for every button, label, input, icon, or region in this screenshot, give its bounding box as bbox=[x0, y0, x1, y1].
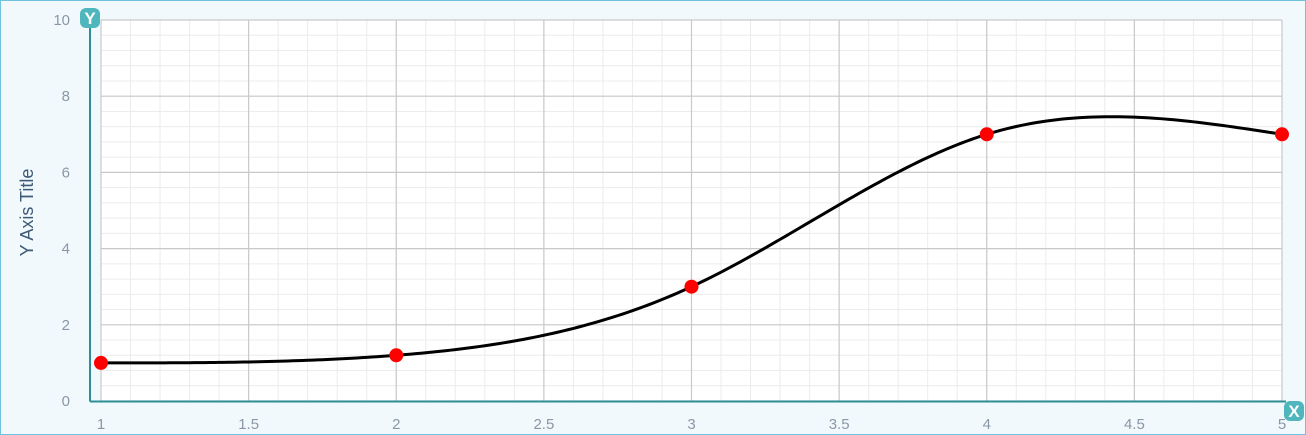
y-axis-badge-icon: Y bbox=[80, 8, 100, 28]
y-axis-title: Y Axis Title bbox=[17, 169, 37, 257]
x-tick-label: 2.5 bbox=[533, 416, 554, 433]
x-tick-label: 1.5 bbox=[238, 416, 259, 433]
x-axis-badge-icon: X bbox=[1284, 401, 1304, 421]
axes bbox=[89, 18, 1286, 403]
y-axis-badge-icon-bg bbox=[80, 8, 100, 28]
y-tick-label: 4 bbox=[62, 241, 70, 258]
x-tick-label: 3 bbox=[687, 416, 695, 433]
x-axis-badge-icon-letter: X bbox=[1288, 402, 1300, 421]
data-point[interactable] bbox=[94, 355, 108, 370]
y-tick-label: 6 bbox=[62, 164, 70, 181]
y-tick-label: 0 bbox=[62, 393, 70, 410]
data-point[interactable] bbox=[389, 348, 404, 363]
x-tick-label: 3.5 bbox=[829, 416, 850, 433]
y-tick-label: 10 bbox=[53, 12, 70, 29]
x-tick-label: 2 bbox=[392, 416, 400, 433]
y-tick-label: 8 bbox=[62, 88, 70, 105]
y-tick-label: 2 bbox=[62, 317, 70, 334]
y-axis-badge-icon-letter: Y bbox=[84, 9, 96, 28]
axis-badges: YX bbox=[80, 8, 1304, 421]
data-point[interactable] bbox=[684, 279, 699, 294]
x-axis-badge-icon-bg bbox=[1284, 401, 1304, 421]
x-tick-label: 1 bbox=[97, 416, 105, 433]
data-point[interactable] bbox=[979, 127, 994, 142]
series-layer bbox=[94, 115, 1289, 370]
data-point[interactable] bbox=[1275, 127, 1289, 142]
x-tick-label: 4.5 bbox=[1124, 416, 1145, 433]
y-tick-labels: 0 2 4 6 8 10 bbox=[53, 12, 70, 410]
x-tick-labels: 1 1.5 2 2.5 3 3.5 4 4.5 5 bbox=[97, 416, 1286, 433]
x-tick-label: 4 bbox=[983, 416, 991, 433]
x-tick-label: 5 bbox=[1278, 416, 1286, 433]
